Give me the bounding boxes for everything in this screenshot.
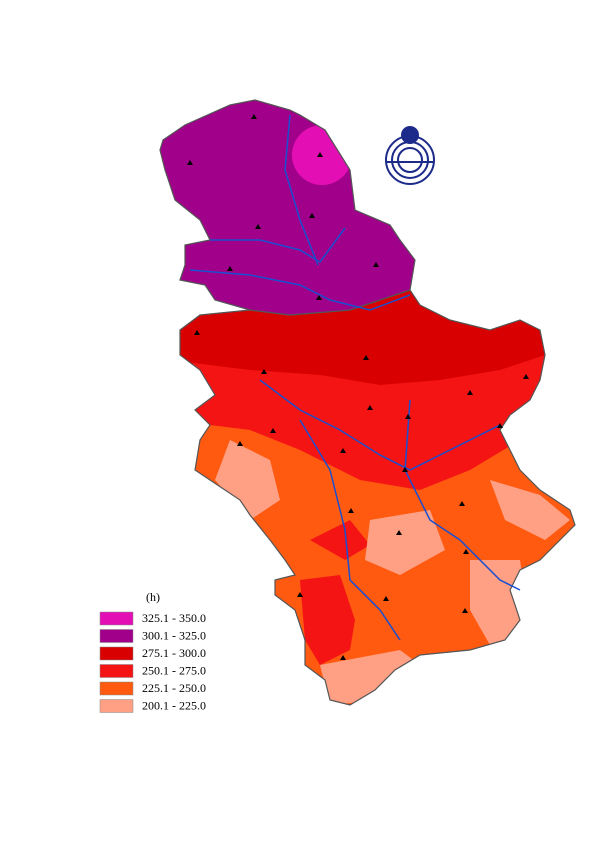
- legend-swatch: [99, 664, 134, 678]
- legend-swatch: [99, 629, 134, 643]
- south-border: [179, 289, 576, 706]
- logo: [385, 126, 435, 185]
- south-region: [180, 290, 575, 705]
- north-region: [160, 100, 415, 315]
- rivers: [189, 114, 521, 641]
- legend-label: 250.1 - 275.0: [142, 663, 206, 677]
- legend-label: 200.1 - 225.0: [142, 698, 206, 712]
- legend: (h) 325.1 - 350.0 300.1 - 325.0 275.1 - 30…: [99, 590, 206, 713]
- legend-swatch: [99, 611, 134, 626]
- legend-swatch: [99, 681, 134, 696]
- legend-swatch: [99, 699, 134, 713]
- legend-swatch: [99, 646, 134, 661]
- legend-label: 300.1 - 325.0: [142, 628, 206, 642]
- legend-label: 325.1 - 350.0: [142, 611, 206, 625]
- legend-label: 225.1 - 250.0: [142, 681, 206, 695]
- legend-title: (h): [146, 590, 160, 604]
- legend-label: 275.1 - 300.0: [142, 646, 206, 660]
- north-border: [159, 99, 416, 316]
